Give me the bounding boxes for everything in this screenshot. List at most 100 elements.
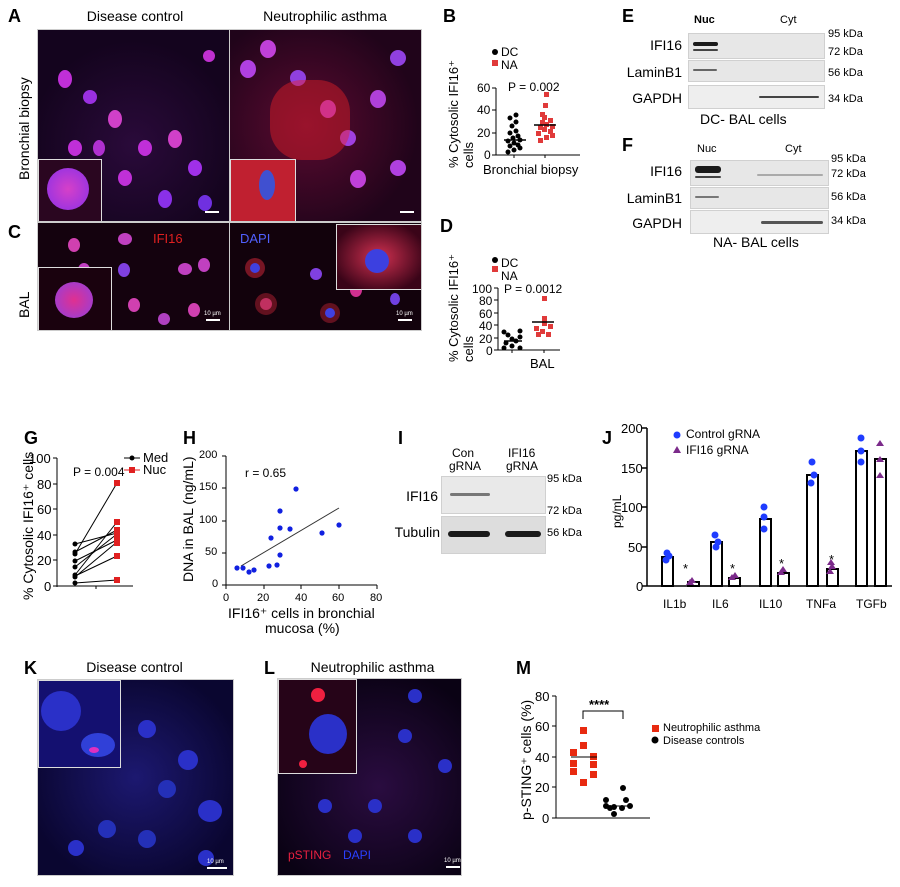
chart-g-ytick-60: 60 [37,502,52,517]
stain-label-ifi16: IFI16 [153,231,183,246]
chart-h-xtick-0: 0 [223,592,230,604]
panel-label-f: F [622,135,633,155]
panel-label-h: H [183,428,196,448]
blot-f-lane-cyt: Cyt [785,143,802,155]
chart-j-legend-control: Control gRNA [686,427,761,441]
blot-f-label-gapdh: GAPDH [632,215,682,231]
micrograph-k-disease-control: 10 µm [37,679,234,876]
chart-b [492,49,580,158]
chart-h-xlabel-2: mucosa (%) [265,620,340,636]
chart-d-xlabel: BAL [530,356,555,371]
micrograph-c-disease-control: IFI16 10 µm [37,222,230,331]
chart-h-ytick-50: 50 [205,546,218,558]
blot-f-row-gapdh [690,210,829,234]
blot-f-label-laminb1: LaminB1 [626,190,682,206]
micrograph-l-neutrophilic-asthma: pSTING DAPI 10 µm [277,678,462,876]
chart-j-ylabel: pg/mL [610,494,624,528]
blot-i-row-ifi16 [441,476,546,514]
chart-d-ytick-0: 0 [486,344,493,358]
blot-i-lane-ifi16-l1: IFI16 [508,446,536,460]
chart-b-legend-dc: DC [501,45,519,59]
chart-m-ytick-40: 40 [535,750,550,765]
chart-d-legend-dc: DC [501,256,519,270]
chart-m-ytick-0: 0 [542,811,550,826]
blot-f-marker-56: 56 kDa [831,191,866,203]
panel-label-g: G [24,428,39,448]
chart-h-xtick-40: 40 [295,592,308,604]
chart-j-ytick-150: 150 [621,461,643,476]
chart-m-legend-na: Neutrophilic asthma [663,722,761,734]
chart-j-xtick-il1b: IL1b [663,597,687,611]
panel-label-i: I [398,428,404,448]
stain-label-psting: pSTING [288,848,332,862]
chart-m-ytick-60: 60 [535,719,550,734]
blot-f-marker-34: 34 kDa [831,215,866,227]
blot-i-label-ifi16: IFI16 [406,488,438,504]
chart-j-sig-il10: * [779,556,785,571]
micrograph-c-neutrophilic-asthma: DAPI 10 µm [229,222,422,331]
chart-g-ytick-100: 100 [29,451,51,466]
chart-d-ytick-40: 40 [479,319,493,333]
chart-h-xtick-60: 60 [332,592,345,604]
blot-e-marker-72: 72 kDa [828,46,863,58]
chart-h-ytick-150: 150 [199,481,218,493]
chart-m-legend-dc: Disease controls [663,735,745,747]
blot-i-label-tubulin: Tubulin [394,524,440,540]
chart-h-ytick-100: 100 [199,514,218,526]
blot-e-marker-56: 56 kDa [828,67,863,79]
blot-f-marker-95: 95 kDa [831,153,866,165]
chart-j-sig-tnfa: * [829,552,835,567]
chart-h-xlabel-1: IFI16⁺ cells in bronchial [228,605,375,621]
chart-g-legend-nuc: Nuc [143,462,167,477]
chart-g-ytick-20: 20 [37,553,52,568]
panel-label-l: L [264,658,275,678]
chart-j-sig-il1b: * [683,561,689,576]
inset-l-neutrophilic-asthma [278,679,357,774]
panel-a-title-na: Neutrophilic asthma [263,8,387,24]
micrograph-a-neutrophilic-asthma [229,29,422,222]
blot-f-caption: NA- BAL cells [713,234,799,250]
blot-e-caption: DC- BAL cells [700,111,787,127]
blot-e-label-ifi16: IFI16 [650,37,682,53]
blot-i-marker-95: 95 kDa [547,473,582,485]
chart-b-legend-na: NA [501,58,518,72]
chart-h-xtick-20: 20 [257,592,270,604]
chart-j-ytick-0: 0 [636,579,644,594]
scale-bar-label: 10 µm [444,858,461,864]
inset-c-neutrophilic-asthma [336,224,421,290]
chart-j-sig-il6: * [730,561,736,576]
inset-c-disease-control [38,267,112,330]
inset-a-neutrophilic-asthma [230,159,296,221]
scale-bar-label: 10 µm [204,311,221,317]
chart-m-ytick-20: 20 [535,780,550,795]
scale-bar [206,319,220,321]
chart-h-r-value: r = 0.65 [245,466,287,480]
inset-k-disease-control [38,680,121,768]
chart-m-ytick-80: 80 [535,689,550,704]
blot-f-label-ifi16: IFI16 [650,163,682,179]
chart-h-ylabel: DNA in BAL (ng/mL) [180,456,196,582]
panel-label-b: B [443,6,456,26]
chart-j-ytick-200: 200 [621,421,643,436]
panel-a-row-label: Bronchial biopsy [16,77,32,180]
blot-e-lane-cyt: Cyt [780,14,797,26]
panel-l-title: Neutrophilic asthma [310,659,435,675]
blot-e-row-ifi16 [688,33,825,59]
chart-g-ytick-80: 80 [37,477,52,492]
blot-f-marker-72: 72 kDa [831,168,866,180]
chart-h [222,455,378,589]
chart-j-xtick-il10: IL10 [759,597,783,611]
scale-bar [398,319,412,321]
blot-e-row-laminb1 [688,60,825,82]
panel-k-title: Disease control [86,659,183,675]
chart-m-sig: **** [589,697,610,712]
blot-e-label-gapdh: GAPDH [632,90,682,106]
blot-e-label-laminb1: LaminB1 [626,64,682,80]
chart-j-xtick-tnfa: TNFa [806,597,836,611]
blot-i-row-tubulin [441,516,546,554]
panel-label-d: D [440,216,453,236]
scale-bar [400,211,414,213]
chart-g-ytick-40: 40 [37,528,52,543]
blot-i-lane-con-l1: Con [452,446,475,460]
blot-f-row-laminb1 [690,187,829,209]
